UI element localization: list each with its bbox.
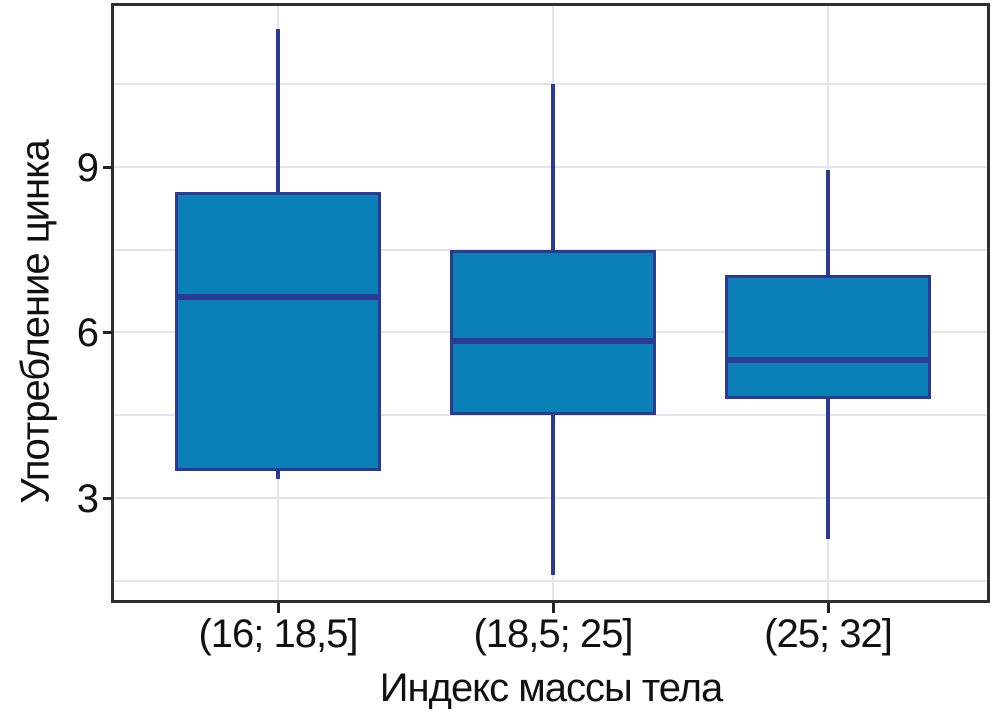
box [725,274,931,399]
median-line [725,357,931,364]
x-tick-mark [552,603,555,613]
y-tick-mark [103,165,112,169]
x-tick-label: (25; 32] [764,612,893,656]
y-tick-label: 3 [76,477,99,522]
y-tick-label: 9 [76,145,99,190]
x-tick-label: (18,5; 25] [473,612,633,656]
median-line [450,337,656,344]
median-line [175,293,381,300]
h-gridline [114,579,988,582]
y-tick-mark [103,497,112,501]
y-tick-mark [103,331,112,335]
box [175,191,381,471]
x-tick-label: (16; 18,5] [198,612,358,656]
y-tick-label: 6 [76,311,99,356]
x-tick-mark [827,603,830,613]
x-tick-mark [277,603,280,613]
x-axis-title: Индекс массы тела [379,666,723,710]
box [450,249,656,416]
